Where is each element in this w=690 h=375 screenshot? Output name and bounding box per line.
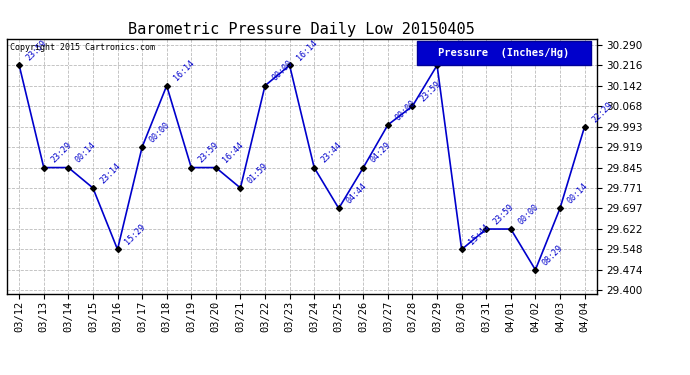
Text: 04:44: 04:44 <box>344 182 368 206</box>
Text: 23:14: 23:14 <box>99 161 123 185</box>
Text: 08:29: 08:29 <box>541 243 565 267</box>
Text: Copyright 2015 Cartronics.com: Copyright 2015 Cartronics.com <box>10 43 155 52</box>
Text: 00:14: 00:14 <box>566 182 589 206</box>
Text: 00:14: 00:14 <box>74 141 98 165</box>
Text: 01:59: 01:59 <box>246 161 270 185</box>
Text: 23:29: 23:29 <box>49 141 73 165</box>
Text: 15:29: 15:29 <box>123 223 147 247</box>
Text: 00:00: 00:00 <box>270 59 295 83</box>
Bar <box>417 40 591 65</box>
Text: 23:59: 23:59 <box>442 39 466 63</box>
Text: 16:44: 16:44 <box>221 141 246 165</box>
Text: 23:59: 23:59 <box>492 202 516 226</box>
Text: 23:59: 23:59 <box>25 39 49 63</box>
Text: Pressure  (Inches/Hg): Pressure (Inches/Hg) <box>438 48 569 58</box>
Text: 00:00: 00:00 <box>148 120 172 144</box>
Text: 00:00: 00:00 <box>393 98 417 122</box>
Text: 23:59: 23:59 <box>197 141 221 165</box>
Text: 16:14: 16:14 <box>295 39 319 63</box>
Title: Barometric Pressure Daily Low 20150405: Barometric Pressure Daily Low 20150405 <box>128 22 475 37</box>
Text: 16:14: 16:14 <box>172 59 196 83</box>
Text: 22:29: 22:29 <box>590 100 614 124</box>
Text: 23:44: 23:44 <box>319 141 344 165</box>
Text: 00:00: 00:00 <box>516 202 540 226</box>
Text: 15:44: 15:44 <box>467 223 491 247</box>
Text: 04:29: 04:29 <box>369 141 393 165</box>
Text: 23:59: 23:59 <box>418 79 442 103</box>
